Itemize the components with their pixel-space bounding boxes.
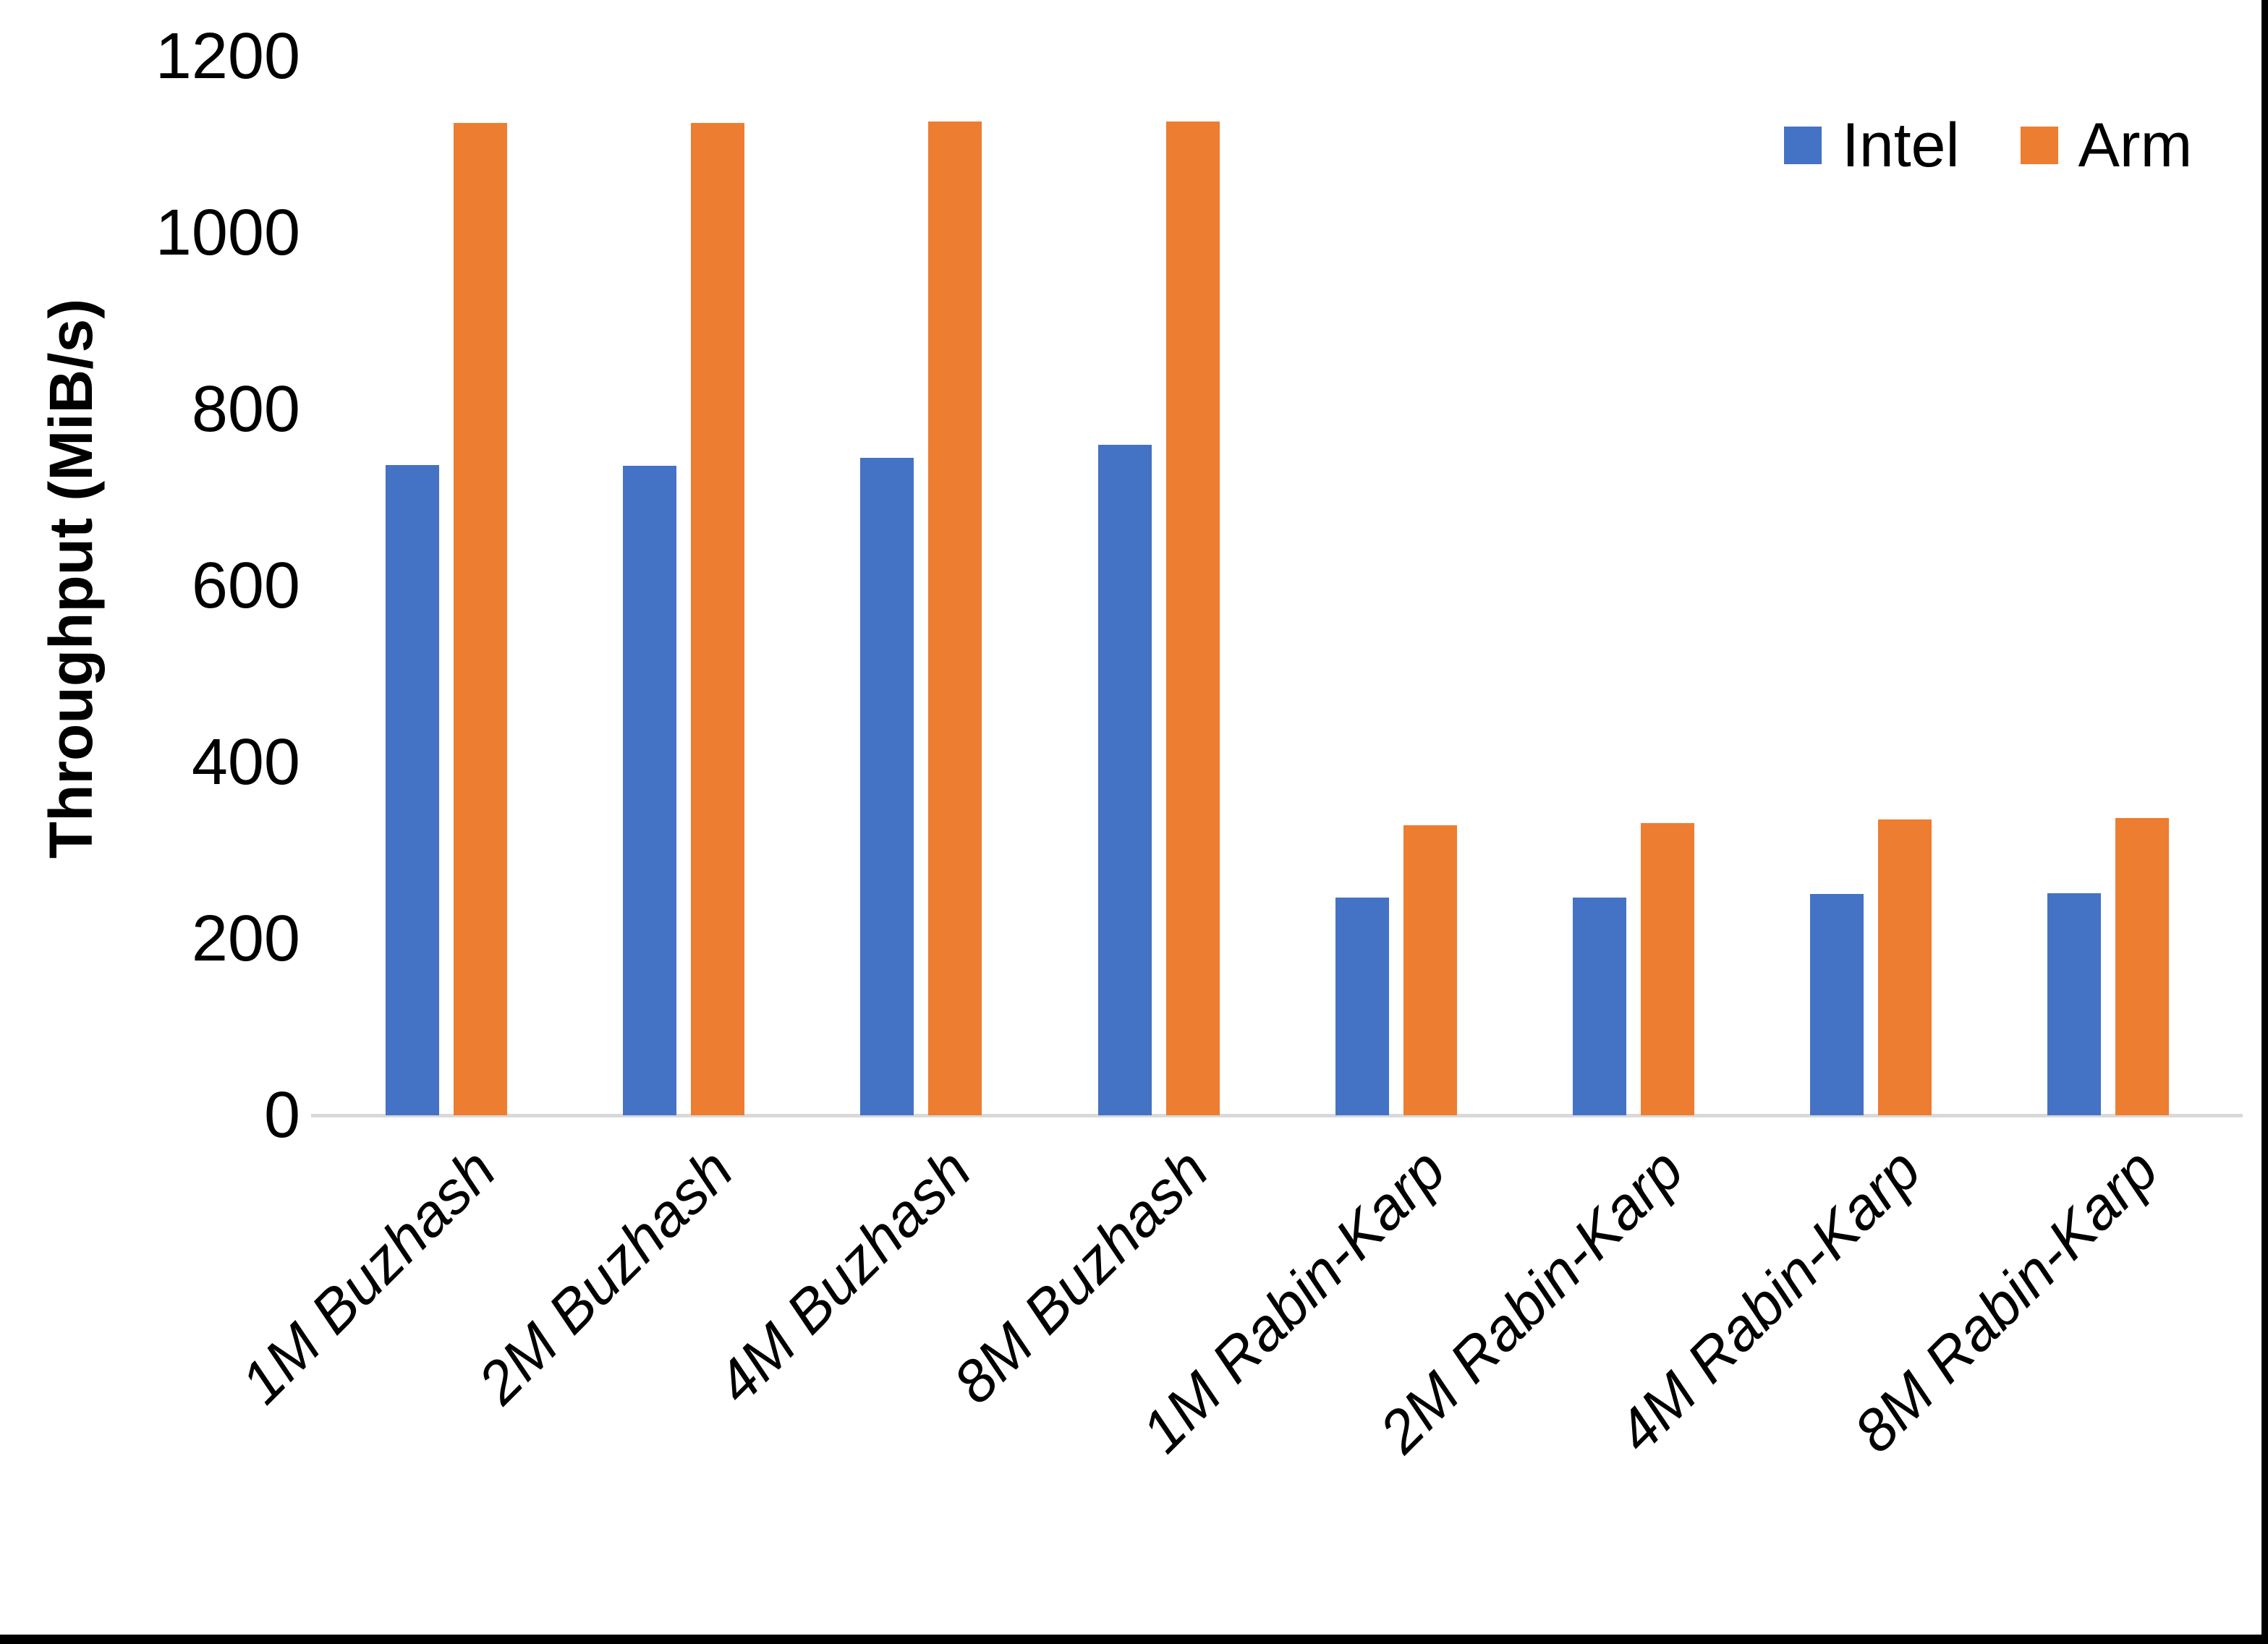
bar-arm-4m-buzhash [928,122,982,1115]
screenshot-bottom-border [0,1635,2268,1644]
legend-item-arm: Arm [2020,111,2193,180]
bar-arm-2m-rabin-karp [1641,823,1694,1115]
bar-intel-2m-rabin-karp [1573,897,1626,1115]
bar-arm-1m-rabin-karp [1403,825,1457,1115]
bar-arm-8m-rabin-karp [2115,817,2170,1115]
arm-series-swatch [2020,127,2058,164]
y-tick-800: 800 [191,373,300,446]
y-tick-600: 600 [191,550,300,622]
x-label-4m-buzhash: 4M Buzhash [703,1136,984,1417]
y-tick-400: 400 [191,726,300,798]
bar-arm-1m-buzhash [454,122,507,1115]
bar-intel-4m-buzhash [860,458,914,1115]
y-tick-0: 0 [263,1079,300,1151]
bar-intel-2m-buzhash [623,466,677,1115]
legend: Intel Arm [1784,114,2192,176]
x-label-2m-buzhash: 2M Buzhash [466,1136,747,1417]
y-tick-1200: 1200 [155,20,300,93]
intel-series-swatch [1784,127,1822,164]
bar-arm-8m-buzhash [1165,122,1220,1115]
bar-intel-8m-rabin-karp [2047,893,2102,1115]
y-tick-200: 200 [191,903,300,975]
legend-label-arm: Arm [2078,111,2193,180]
bar-arm-4m-rabin-karp [1878,819,1932,1115]
x-axis-line [311,1114,2243,1117]
x-label-1m-buzhash: 1M Buzhash [229,1136,509,1417]
bar-intel-1m-buzhash [386,464,439,1115]
bar-intel-1m-rabin-karp [1335,897,1389,1115]
bar-arm-2m-buzhash [691,122,745,1115]
screenshot-right-border [2261,0,2268,1644]
bar-intel-8m-buzhash [1097,444,1152,1115]
legend-item-intel: Intel [1784,114,1960,176]
y-tick-1000: 1000 [155,197,300,269]
legend-label-intel: Intel [1842,111,1960,180]
bar-intel-4m-rabin-karp [1810,893,1864,1115]
